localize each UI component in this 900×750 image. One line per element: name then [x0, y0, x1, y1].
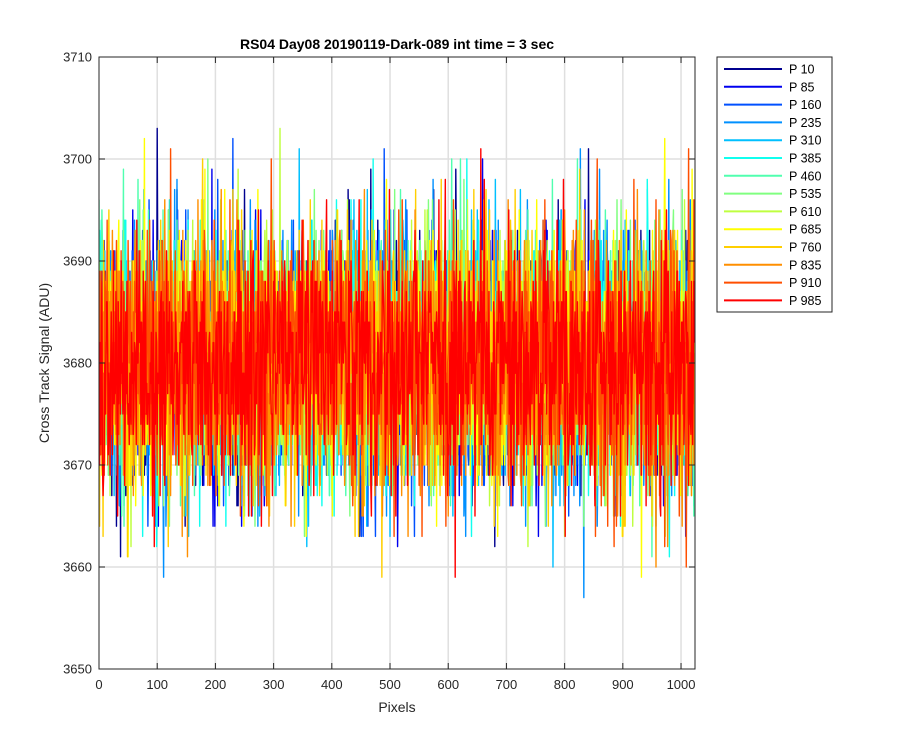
chart-title: RS04 Day08 20190119-Dark-089 int time = …	[240, 36, 554, 52]
ticks: 0 100 200 300 400 500 600 700 800 900 1000 3650 3660…	[63, 50, 695, 693]
legend-entry: P 610	[789, 205, 821, 219]
plot-area: 0 100 200 300 400 500 600 700 800 900 1000 3650 3660…	[63, 50, 696, 693]
y-tick-label: 3690	[63, 254, 92, 269]
x-tick-label: 400	[321, 677, 343, 692]
y-tick-label: 3660	[63, 560, 92, 575]
x-tick-label: 200	[205, 677, 227, 692]
x-tick-label: 500	[379, 677, 401, 692]
y-tick-label: 3670	[63, 458, 92, 473]
y-tick-label: 3710	[63, 50, 92, 65]
x-tick-label: 600	[437, 677, 459, 692]
legend-box	[716, 56, 833, 313]
y-axis-label: Cross Track Signal (ADU)	[36, 283, 52, 443]
x-tick-label: 700	[496, 677, 518, 692]
legend-entry: P 985	[789, 294, 821, 308]
legend-entry: P 85	[789, 80, 815, 94]
series-group	[99, 127, 695, 599]
x-tick-label: 1000	[667, 677, 696, 692]
x-axis-label: Pixels	[378, 699, 415, 715]
legend-entry: P 235	[789, 116, 821, 130]
legend-entry: P 535	[789, 187, 821, 201]
x-tick-label: 900	[612, 677, 634, 692]
legend-entry: P 685	[789, 223, 821, 237]
x-tick-label: 800	[554, 677, 576, 692]
x-tick-label: 0	[95, 677, 102, 692]
legend-entry: P 310	[789, 134, 821, 148]
y-tick-label: 3700	[63, 152, 92, 167]
series-line-p-985	[99, 148, 695, 578]
y-tick-label: 3680	[63, 356, 92, 371]
legend-entry: P 10	[789, 63, 815, 77]
legend-entry: P 460	[789, 169, 821, 183]
legend-entry: P 160	[789, 98, 821, 112]
legend-entry: P 910	[789, 276, 821, 290]
legend-entry: P 835	[789, 258, 821, 272]
legend-entry: P 760	[789, 241, 821, 255]
legend-entry: P 385	[789, 152, 821, 166]
legend: P 10 P 85 P 160 P 235 P 310 P 385 P 460 P 535 P …	[716, 56, 833, 313]
x-tick-label: 100	[146, 677, 168, 692]
x-tick-label: 300	[263, 677, 285, 692]
y-tick-label: 3650	[63, 662, 92, 677]
